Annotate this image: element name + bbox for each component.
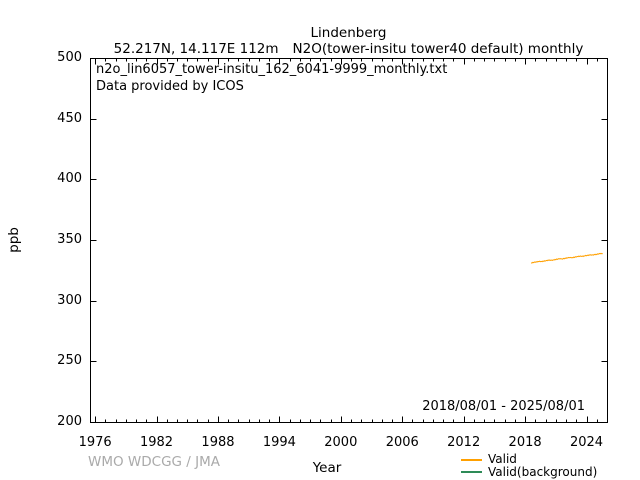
x-axis-label: Year xyxy=(312,460,342,476)
station-coordinates: 52.217N, 14.117E 112m xyxy=(113,41,279,57)
valid-background-line-swatch xyxy=(461,471,482,474)
y-tick-label: 450 xyxy=(57,110,82,126)
x-tick-label: 1994 xyxy=(262,435,296,450)
x-tick-label: 2018 xyxy=(508,435,542,450)
legend-label-valid-background: Valid(background) xyxy=(488,464,598,479)
x-tick-label: 1988 xyxy=(201,435,235,450)
y-tick-label: 250 xyxy=(57,353,82,369)
x-tick-label: 2012 xyxy=(447,435,481,450)
chart-subtitle: 52.217N, 14.117E 112m N2O(tower-insitu t… xyxy=(90,41,607,57)
x-tick-label: 1982 xyxy=(139,435,174,450)
y-axis-label: ppb xyxy=(6,227,22,253)
data-line-valid xyxy=(530,252,603,264)
legend-item-valid-background: Valid(background) xyxy=(461,464,598,479)
y-tick-label: 500 xyxy=(57,50,82,65)
data-file-name: n2o_lin6057_tower-insitu_162_6041-9999_m… xyxy=(96,62,448,77)
y-tick-label: 350 xyxy=(57,232,82,247)
x-tick-label: 2006 xyxy=(385,435,419,450)
station-title: Lindenberg xyxy=(310,25,387,41)
x-tick-label: 1976 xyxy=(78,435,112,450)
y-tick-label: 200 xyxy=(57,414,82,429)
chart-legend: Valid Valid(background) xyxy=(461,452,598,479)
plot-border xyxy=(90,58,608,423)
data-provider-note: Data provided by ICOS xyxy=(96,79,244,94)
y-tick-label: 400 xyxy=(57,171,82,187)
dataset-descriptor: N2O(tower-insitu tower40 default) monthl… xyxy=(292,41,584,57)
legend-label-valid: Valid xyxy=(488,452,517,466)
legend-item-valid: Valid xyxy=(461,452,597,466)
y-tick-label: 300 xyxy=(57,292,82,308)
wdcgg-watermark: WMO WDCGG / JMA xyxy=(88,454,221,470)
data-date-range: 2018/08/01 - 2025/08/01 xyxy=(422,399,585,414)
x-tick-label: 2024 xyxy=(569,435,604,450)
x-tick-label: 2000 xyxy=(324,435,358,450)
valid-line-swatch xyxy=(461,458,482,461)
